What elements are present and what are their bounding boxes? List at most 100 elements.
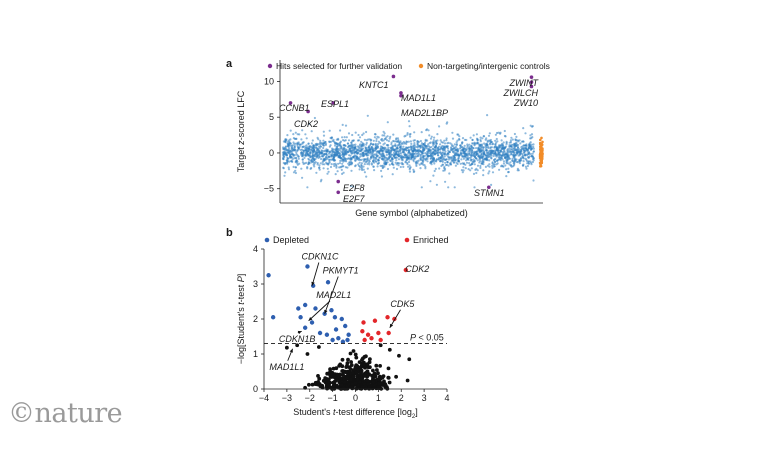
gene-point: [343, 136, 346, 139]
gene-label-e2f7: E2F7: [343, 194, 366, 204]
gene-point: [436, 152, 439, 155]
gene-point: [343, 144, 346, 147]
panel-b-x-tick-label: −3: [282, 393, 292, 403]
nonsig-point: [335, 372, 339, 377]
gene-point: [529, 152, 532, 156]
nonsig-point: [349, 360, 353, 364]
gene-point: [487, 152, 490, 155]
gene-point: [341, 162, 344, 165]
nonsig-point: [353, 381, 358, 386]
gene-point: [503, 129, 506, 133]
gene-point: [386, 167, 390, 171]
gene-point: [518, 160, 521, 163]
hit-point-e2f7: [336, 190, 341, 195]
gene-point: [471, 151, 474, 154]
gene-point: [288, 139, 291, 142]
gene-point: [319, 139, 322, 142]
gene-point: [332, 157, 335, 160]
gene-point: [385, 151, 388, 154]
gene-point: [309, 167, 312, 170]
gene-point: [282, 157, 285, 160]
gene-point: [326, 167, 329, 170]
gene-point: [349, 184, 352, 188]
label-arrow: [308, 300, 331, 322]
gene-point: [481, 160, 484, 163]
gene-point: [448, 162, 452, 165]
gene-point: [494, 157, 497, 161]
gene-label-e2f8: E2F8: [343, 183, 365, 193]
control-point: [541, 140, 544, 144]
gene-point: [463, 144, 466, 147]
gene-point: [518, 151, 521, 154]
gene-point: [294, 137, 298, 140]
gene-point: [367, 146, 370, 149]
gene-point: [300, 151, 303, 154]
gene-point: [398, 154, 401, 157]
gene-point: [487, 134, 491, 137]
gene-point: [360, 145, 363, 148]
point-depleted: [305, 264, 310, 269]
gene-point: [518, 162, 522, 165]
panel-b-y-tick-label: 1: [253, 349, 258, 359]
gene-point: [360, 166, 363, 169]
gene-point: [443, 165, 446, 168]
nonsig-point: [386, 376, 391, 380]
gene-point: [419, 146, 422, 149]
gene-point: [328, 129, 331, 132]
gene-point: [380, 158, 384, 161]
gene-point: [515, 135, 518, 138]
gene-point: [341, 172, 344, 175]
gene-point: [407, 152, 410, 155]
gene-point: [472, 147, 475, 150]
gene-point: [318, 164, 321, 167]
gene-point: [532, 145, 535, 148]
gene-label-mad1l1: MAD1L1: [269, 362, 304, 372]
gene-point: [393, 148, 396, 151]
gene-point: [530, 155, 533, 158]
gene-point: [346, 142, 349, 145]
panel-a-y-tick-label: −5: [264, 184, 274, 194]
gene-point: [462, 155, 465, 158]
gene-point: [497, 149, 500, 152]
gene-point: [336, 170, 339, 173]
gene-point: [476, 141, 479, 144]
gene-point: [482, 174, 485, 177]
gene-point: [489, 143, 492, 146]
gene-point: [444, 161, 447, 164]
point-enriched: [362, 337, 367, 343]
gene-point: [508, 149, 511, 153]
gene-point: [285, 139, 288, 142]
gene-point: [516, 167, 520, 170]
gene-point: [494, 133, 497, 136]
gene-point: [408, 125, 411, 128]
gene-point: [441, 163, 444, 166]
gene-point: [363, 158, 366, 161]
gene-point: [407, 120, 411, 123]
panel-b-y-tick-label: 2: [253, 314, 258, 324]
gene-point: [445, 122, 448, 125]
gene-point: [333, 140, 336, 143]
control-point: [538, 161, 542, 165]
gene-point: [513, 164, 516, 167]
gene-point: [489, 140, 492, 143]
gene-point: [310, 146, 313, 149]
gene-point: [376, 154, 380, 157]
gene-point: [388, 155, 391, 158]
gene-point: [492, 142, 495, 145]
gene-point: [364, 146, 367, 149]
gene-point: [382, 139, 385, 142]
panel-a-y-tick-label: 0: [269, 148, 274, 158]
gene-point: [514, 148, 517, 151]
gene-point: [527, 151, 531, 154]
nonsig-point: [367, 385, 372, 390]
gene-point: [341, 136, 344, 139]
gene-point: [439, 160, 442, 163]
gene-point: [485, 149, 488, 152]
gene-point: [483, 151, 486, 154]
gene-point: [492, 154, 495, 158]
gene-point: [399, 165, 402, 169]
gene-point: [502, 141, 505, 144]
gene-point: [444, 158, 447, 161]
gene-point: [517, 143, 520, 147]
